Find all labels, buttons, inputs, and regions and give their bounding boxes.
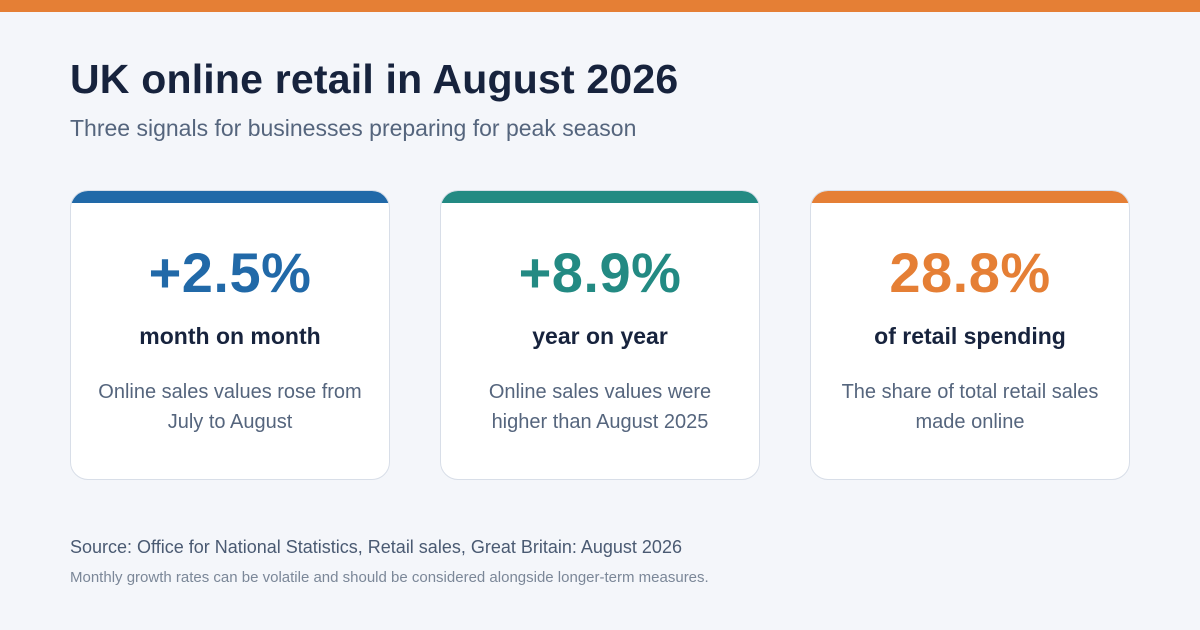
page-subtitle: Three signals for businesses preparing f… <box>70 115 637 141</box>
stat-label: of retail spending <box>874 323 1066 349</box>
stat-card-year-on-year: +8.9% year on year Online sales values w… <box>440 190 760 480</box>
stat-value: +8.9% <box>518 241 682 304</box>
page-title: UK online retail in August 2026 <box>70 56 679 102</box>
stat-card-retail-share: 28.8% of retail spending The share of to… <box>810 190 1130 480</box>
footnote: Monthly growth rates can be volatile and… <box>70 569 709 586</box>
stat-label: month on month <box>139 323 321 349</box>
stat-description: Online sales values were higher than Aug… <box>488 381 712 433</box>
source-citation: Source: Office for National Statistics, … <box>70 537 682 557</box>
card-accent-stripe <box>441 191 759 203</box>
card-accent-stripe <box>811 191 1129 203</box>
stat-description: Online sales values rose from July to Au… <box>98 381 362 433</box>
stat-value: 28.8% <box>889 241 1051 304</box>
stat-card-month-on-month: +2.5% month on month Online sales values… <box>70 190 390 480</box>
card-accent-stripe <box>71 191 389 203</box>
stat-label: year on year <box>532 323 668 349</box>
stat-value: +2.5% <box>148 241 312 304</box>
top-accent-bar <box>0 0 1200 12</box>
stat-description: The share of total retail sales made onl… <box>841 381 1099 433</box>
